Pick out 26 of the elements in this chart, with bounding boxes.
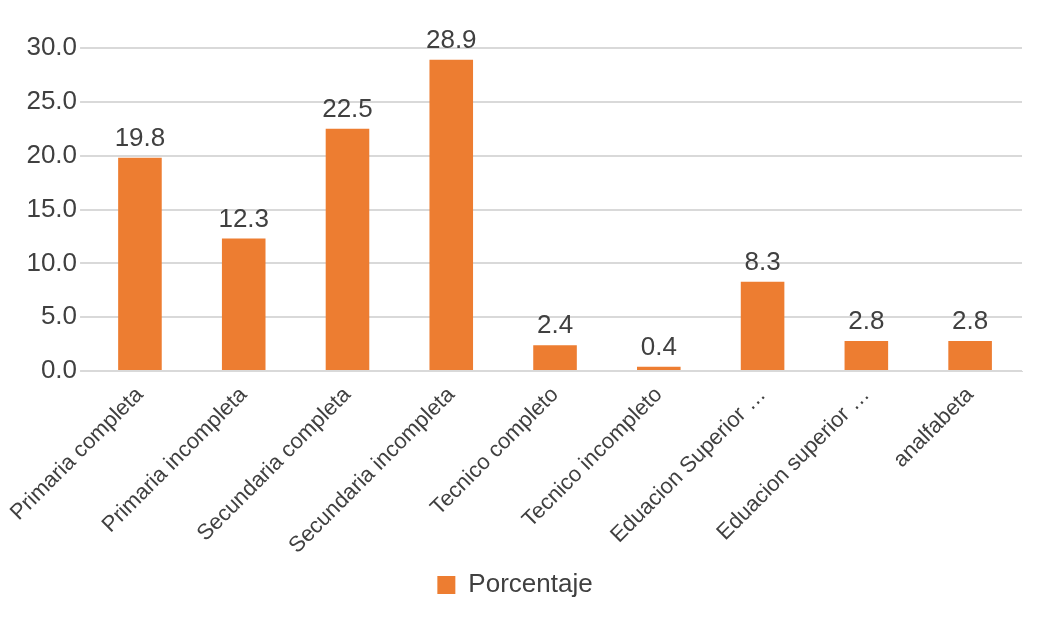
y-tick-label: 20.0 (26, 138, 78, 169)
data-label: 8.3 (744, 245, 781, 276)
bar (325, 128, 370, 371)
data-label: 2.4 (536, 309, 574, 340)
bar (118, 157, 162, 371)
bar (948, 340, 992, 371)
y-tick-label: 0.0 (40, 354, 78, 385)
y-tick-label: 15.0 (26, 192, 78, 223)
data-label: 0.4 (640, 330, 677, 361)
legend-label: Porcentaje (468, 568, 593, 599)
y-tick-label: 30.0 (26, 31, 78, 62)
data-label: 2.8 (848, 305, 885, 336)
y-tick-label: 10.0 (26, 246, 78, 277)
bar (221, 238, 266, 371)
bar (429, 59, 474, 371)
y-tick-label: 25.0 (26, 85, 78, 116)
bar (740, 281, 785, 371)
y-tick-label: 5.0 (40, 300, 78, 331)
bar (637, 366, 681, 371)
data-label: 28.9 (425, 24, 477, 55)
data-label: 2.8 (952, 305, 989, 336)
bar (844, 340, 889, 371)
bar (533, 345, 577, 371)
data-label: 22.5 (322, 92, 373, 123)
data-label: 12.3 (218, 202, 270, 233)
data-label: 19.8 (114, 122, 166, 153)
